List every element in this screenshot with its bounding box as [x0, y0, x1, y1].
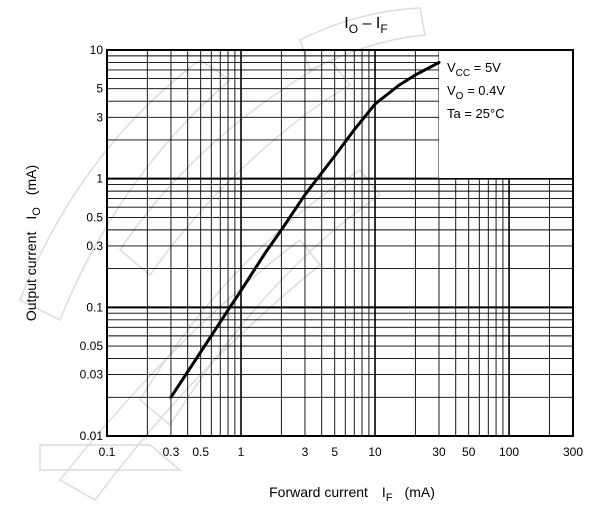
- x-tick-labels: 0.1 0.3 0.5 1 3 5 10 30 50 100 300: [99, 445, 584, 459]
- y-tick-label: 0.1: [86, 300, 103, 314]
- x-tick-label: 10: [368, 445, 382, 459]
- condition-sub: O: [456, 91, 464, 102]
- y-axis-label-unit: (mA): [23, 165, 39, 195]
- y-tick-label: 0.01: [80, 429, 104, 443]
- condition-main: V: [447, 83, 456, 98]
- x-tick-label: 30: [432, 445, 446, 459]
- chart-title-main-a: I: [344, 15, 348, 32]
- condition-text: Ta = 25°C: [447, 106, 505, 121]
- x-tick-label: 3: [302, 445, 309, 459]
- chart-title-sub-a: O: [349, 22, 358, 36]
- x-tick-label: 0.3: [163, 445, 180, 459]
- x-tick-label: 1: [238, 445, 245, 459]
- chart-title-main-b: I: [376, 15, 380, 32]
- condition-sub: CC: [456, 68, 470, 79]
- chart-title-sep: –: [358, 15, 376, 32]
- y-axis-label: Output current IO (mA): [23, 165, 43, 321]
- condition-text: VCC = 5V: [447, 60, 501, 79]
- y-tick-label: 5: [96, 82, 103, 96]
- x-axis-label-unit: (mA): [405, 484, 435, 500]
- x-axis-label-main: I: [382, 484, 386, 500]
- y-tick-label: 0.3: [86, 239, 103, 253]
- x-tick-label: 0.1: [99, 445, 116, 459]
- y-tick-label: 10: [90, 43, 104, 57]
- condition-value: = 0.4V: [463, 83, 505, 98]
- chart-title: IO – IF: [344, 15, 387, 36]
- y-tick-label: 0.5: [86, 210, 103, 224]
- watermark: [19, 7, 426, 501]
- y-tick-labels: 0.01 0.03 0.05 0.1 0.3 0.5 1 3 5 10: [80, 43, 104, 443]
- x-axis-label: Forward current IF (mA): [269, 484, 435, 504]
- x-tick-label: 5: [331, 445, 338, 459]
- chart-title-sub-b: F: [380, 22, 387, 36]
- condition-value: = 5V: [470, 60, 501, 75]
- y-tick-label: 0.05: [80, 339, 104, 353]
- y-tick-label: 0.03: [80, 368, 104, 382]
- condition-text: VO = 0.4V: [447, 83, 505, 102]
- plot-frame: [106, 49, 574, 437]
- y-axis-label-main: I: [23, 216, 39, 220]
- y-tick-label: 3: [96, 110, 103, 124]
- x-axis-label-text: Forward current: [269, 484, 368, 500]
- io-if-curve: [169, 61, 441, 399]
- x-tick-label: 50: [462, 445, 476, 459]
- condition-main: Ta = 25°C: [447, 106, 505, 121]
- x-axis-label-sub: F: [386, 492, 393, 504]
- x-tick-label: 0.5: [192, 445, 209, 459]
- y-axis-label-sub: O: [31, 207, 43, 216]
- condition-main: V: [447, 60, 456, 75]
- y-axis-label-text: Output current: [23, 232, 39, 322]
- y-tick-label: 1: [96, 172, 103, 186]
- x-tick-label: 300: [563, 445, 583, 459]
- conditions-box: [439, 50, 573, 178]
- x-tick-label: 100: [499, 445, 519, 459]
